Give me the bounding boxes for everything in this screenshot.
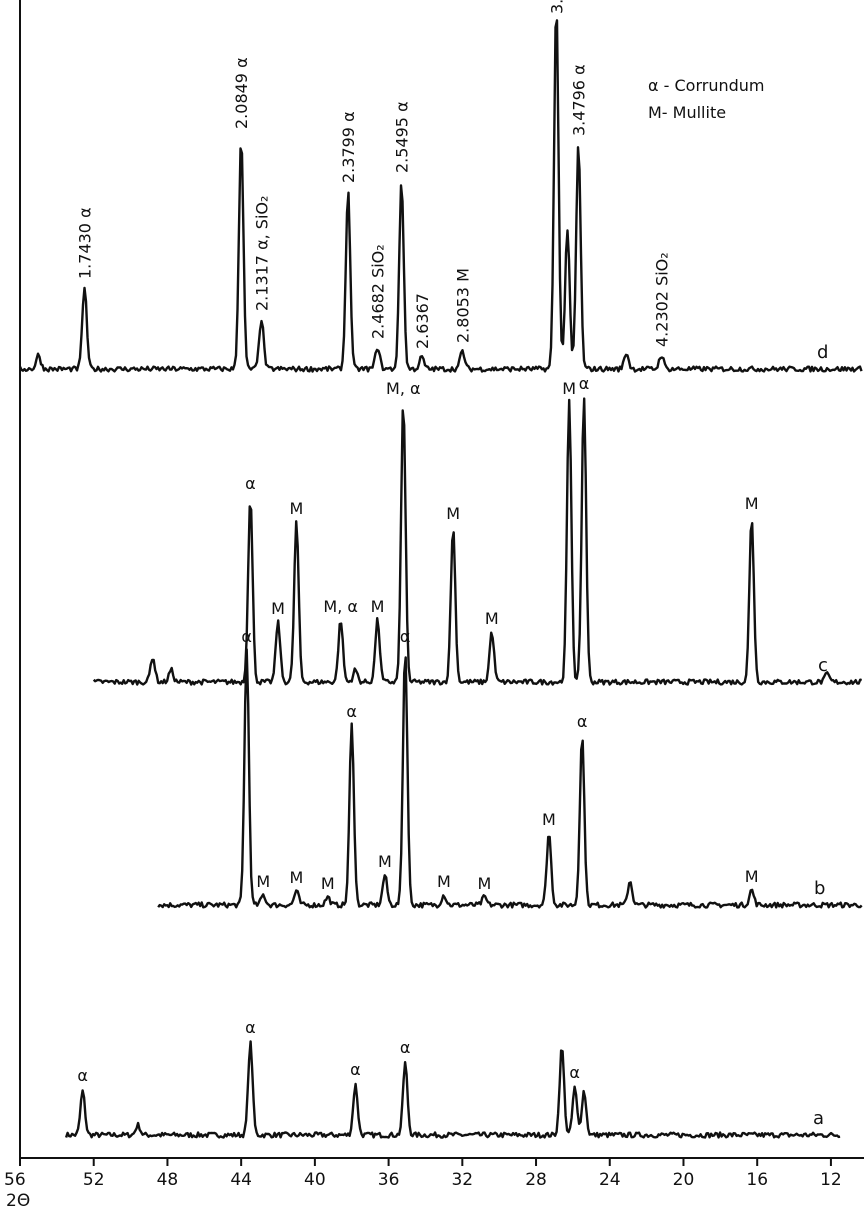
peak-label-b-0: α xyxy=(241,627,252,646)
peak-label-a-6: α xyxy=(569,1063,580,1082)
peak-label-c-13: M xyxy=(745,494,759,513)
legend: α - Corrundum M- Mullite xyxy=(648,76,765,122)
peak-label-c-5: M, α xyxy=(323,597,358,616)
peak-label-a-2: α xyxy=(245,1018,256,1037)
x-tick-label-28: 28 xyxy=(525,1170,547,1190)
x-tick-label-44: 44 xyxy=(230,1170,252,1190)
x-tick-label-20: 20 xyxy=(673,1170,695,1190)
x-tick-label-52: 52 xyxy=(83,1170,105,1190)
peak-label-d-13: 4.2302 SiO₂ xyxy=(652,252,671,347)
x-axis-title: 2Θ xyxy=(6,1191,30,1211)
peak-label-a-0: α xyxy=(77,1066,88,1085)
peak-label-b-9: M xyxy=(542,810,556,829)
peak-label-d-1: 1.7430 α xyxy=(76,207,95,279)
peak-label-d-7: 2.6367 xyxy=(413,293,432,349)
trace-a-line xyxy=(64,1040,841,1139)
x-tick-label-12: 12 xyxy=(820,1170,842,1190)
peak-label-d-9: 3.9510 SiO₂ xyxy=(547,0,566,14)
peak-label-b-3: M xyxy=(321,874,335,893)
peak-label-b-7: M xyxy=(437,872,451,891)
x-tick-label-48: 48 xyxy=(157,1170,179,1190)
trace-ids: a b c d xyxy=(813,342,828,1129)
peak-label-d-5: 2.4682 SiO₂ xyxy=(369,244,388,339)
peak-label-d-2: 2.0849 α xyxy=(232,57,251,129)
peak-label-d-11: 3.4796 α xyxy=(569,64,588,136)
peak-label-c-11: M xyxy=(562,379,576,398)
peak-label-d-3: 2.1317 α, SiO₂ xyxy=(252,196,271,311)
peak-label-c-12: α xyxy=(579,374,590,393)
peak-label-c-9: M xyxy=(446,504,460,523)
peak-label-d-6: 2.5495 α xyxy=(393,101,412,173)
peak-label-b-2: M xyxy=(289,868,303,887)
trace-c-line xyxy=(92,397,862,686)
x-tick-label-56: 56 xyxy=(4,1170,26,1190)
peak-label-b-10: α xyxy=(577,712,588,731)
trace-c-id: c xyxy=(818,655,828,676)
legend-entry-mullite: M- Mullite xyxy=(648,103,726,122)
peak-label-b-1: M xyxy=(256,872,270,891)
peak-label-d-4: 2.3799 α xyxy=(339,111,358,183)
trace-b-id: b xyxy=(814,878,825,899)
x-tick-label-36: 36 xyxy=(378,1170,400,1190)
peak-label-b-6: α xyxy=(400,627,411,646)
peak-label-b-8: M xyxy=(477,874,491,893)
peak-label-c-8: M, α xyxy=(386,379,421,398)
peak-label-a-4: α xyxy=(400,1038,411,1057)
trace-d-line xyxy=(18,19,863,373)
x-tick-label-24: 24 xyxy=(599,1170,621,1190)
peak-label-c-4: M xyxy=(289,499,303,518)
peak-label-c-3: M xyxy=(271,599,285,618)
trace-d-id: d xyxy=(817,342,828,363)
x-ticks: 56 52 48 44 40 36 32 28 24 20 16 12 xyxy=(4,1158,842,1190)
peak-label-c-10: M xyxy=(485,609,499,628)
peak-label-b-12: M xyxy=(745,867,759,886)
peak-label-a-3: α xyxy=(350,1060,361,1079)
peak-label-b-4: α xyxy=(346,702,357,721)
x-tick-label-16: 16 xyxy=(746,1170,768,1190)
peak-label-c-2: α xyxy=(245,474,256,493)
peak-label-c-7: M xyxy=(371,597,385,616)
x-tick-label-40: 40 xyxy=(304,1170,326,1190)
legend-entry-corrundum: α - Corrundum xyxy=(648,76,765,95)
trace-a-id: a xyxy=(813,1108,824,1129)
x-tick-label-32: 32 xyxy=(451,1170,473,1190)
xrd-traces xyxy=(18,19,863,1139)
peak-label-d-8: 2.8053 M xyxy=(453,268,472,343)
peak-label-b-5: M xyxy=(378,852,392,871)
trace-b-line xyxy=(157,648,863,909)
